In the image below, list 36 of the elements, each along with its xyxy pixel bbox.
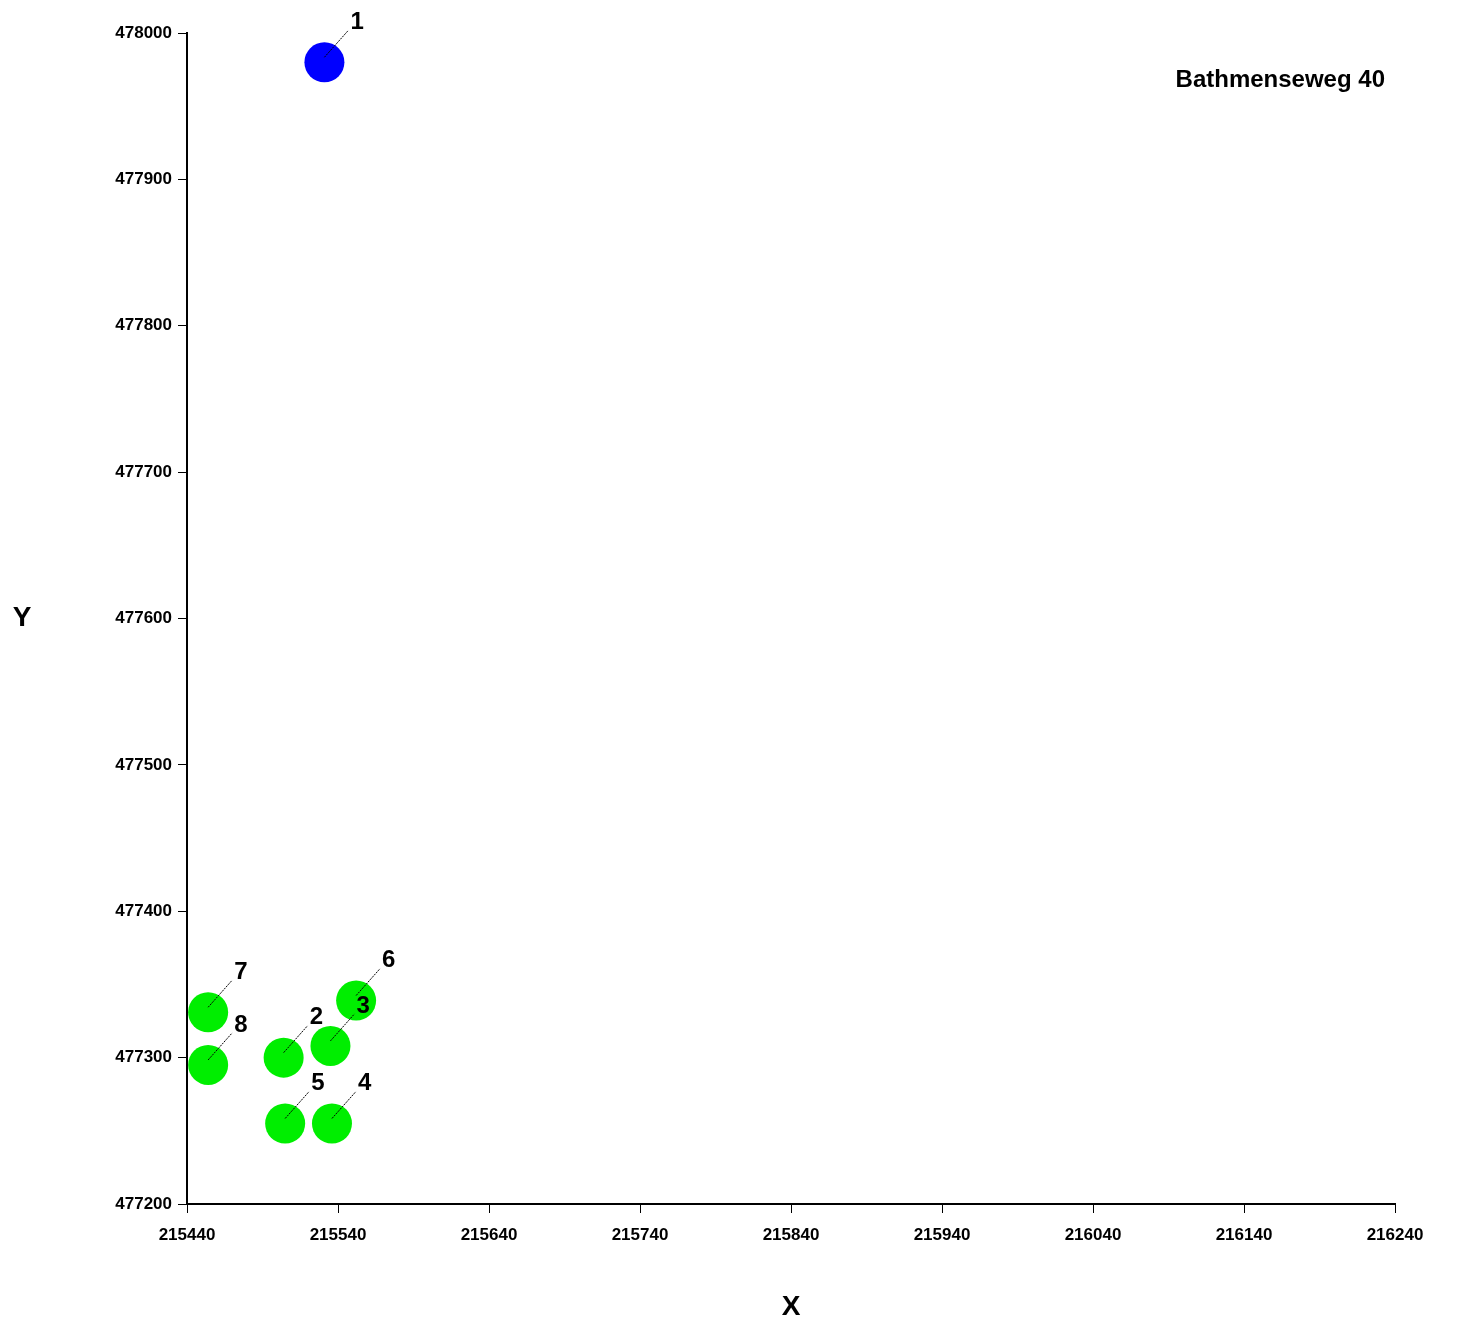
y-tick-label: 477600 <box>115 608 172 628</box>
x-tick-label: 215440 <box>158 1224 216 1244</box>
point <box>263 1037 304 1078</box>
x-tick-label: 215540 <box>309 1224 367 1244</box>
x-axis-title: X <box>781 1289 801 1321</box>
x-tick-label: 215840 <box>762 1224 820 1244</box>
point <box>188 992 229 1033</box>
x-tick-label: 215640 <box>460 1224 518 1244</box>
y-tick-label: 477800 <box>115 315 172 335</box>
annotation: 7 <box>234 956 248 984</box>
y-tick-label: 477700 <box>115 461 172 481</box>
text: Bathmenseweg 40 <box>1175 64 1385 92</box>
point <box>265 1103 306 1144</box>
point <box>311 1103 352 1144</box>
annotation: 4 <box>357 1068 372 1096</box>
annotation: 6 <box>382 945 396 973</box>
x-tick-label: 215940 <box>913 1224 971 1244</box>
x-tick-label: 216140 <box>1215 1224 1273 1244</box>
y-tick-label: 478000 <box>115 22 172 42</box>
x-tick-label: 215740 <box>611 1224 669 1244</box>
x-tick-label: 216040 <box>1064 1224 1122 1244</box>
point <box>188 1044 229 1085</box>
annotation: 8 <box>234 1009 248 1037</box>
y-tick-label: 477400 <box>115 900 172 920</box>
annotation: 3 <box>356 990 370 1018</box>
y-tick-label: 477200 <box>115 1193 172 1213</box>
y-tick-label: 477300 <box>115 1047 172 1067</box>
y-tick-label: 477500 <box>115 754 172 774</box>
point <box>310 1025 351 1066</box>
y-tick-label: 477900 <box>115 169 172 189</box>
annotation: 2 <box>309 1002 323 1030</box>
annotation: 1 <box>350 6 364 34</box>
x-tick-label: 216240 <box>1366 1224 1424 1244</box>
annotation: 5 <box>311 1068 325 1096</box>
y-axis-title: Y <box>12 601 32 633</box>
point <box>304 42 345 83</box>
